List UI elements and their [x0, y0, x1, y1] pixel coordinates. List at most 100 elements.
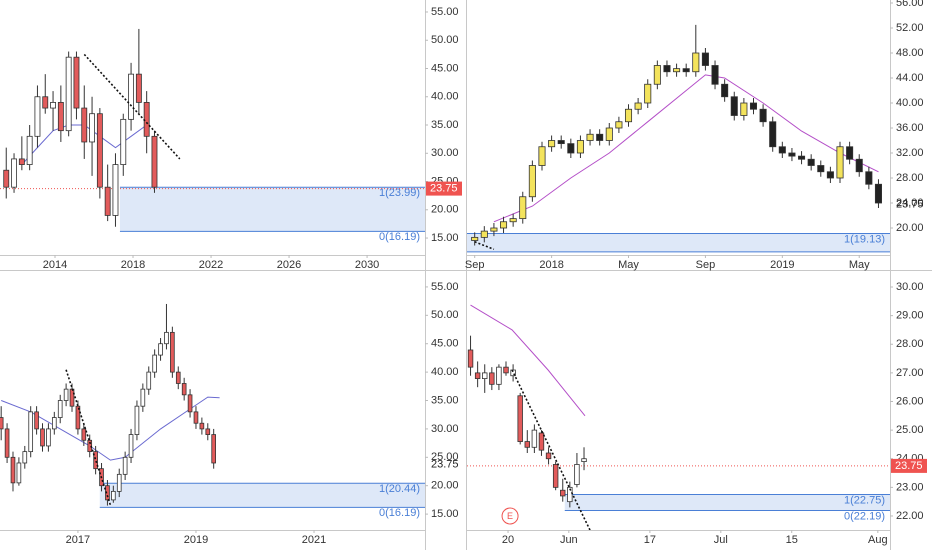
price-tag [891, 458, 927, 473]
candle-body [682, 68, 690, 73]
y-tick-label: 32.00 [896, 147, 924, 159]
candle-body [120, 118, 127, 165]
candle-body [96, 113, 103, 188]
price-tag [426, 181, 462, 196]
candle-body [576, 140, 584, 154]
candle-body [574, 464, 580, 485]
candle-body [517, 395, 523, 442]
candle-body [615, 121, 623, 129]
event-label: E [507, 511, 513, 521]
candle-body [503, 366, 509, 374]
candle-body [151, 135, 158, 188]
candle-body [187, 394, 193, 413]
pane: 1(20.44) 0(16.19) [0, 303, 425, 519]
candle-body [826, 171, 834, 179]
candle-body [152, 354, 157, 373]
candle-body [69, 388, 75, 407]
candle-body [721, 83, 729, 98]
candle-body [205, 428, 211, 435]
x-tick-label: 17 [644, 534, 656, 546]
candle-body [798, 155, 806, 160]
event-marker [501, 507, 519, 525]
candle-body [480, 230, 488, 238]
y-tick-label: 20.00 [896, 222, 924, 234]
x-tick-label: 2022 [199, 259, 223, 271]
candle-body [846, 146, 854, 160]
candle-body [63, 388, 69, 401]
x-tick-label: Sep [696, 259, 716, 271]
candle-body [193, 411, 199, 424]
x-tick-label: 2017 [66, 534, 90, 546]
fib-label: 0(16.19) [379, 507, 420, 519]
candle-body [482, 372, 488, 380]
candle-body [211, 434, 216, 464]
trendline [83, 53, 181, 160]
candle-body [490, 227, 498, 232]
candle-body [653, 65, 661, 85]
candle-body [865, 171, 873, 185]
y-tick-label: 55.00 [431, 281, 459, 293]
candle-body [500, 221, 508, 229]
candle-body [112, 164, 119, 216]
candle-body [128, 434, 134, 458]
trendline [474, 241, 495, 251]
candle-body [692, 52, 700, 73]
y-tick-label: 35.00 [431, 394, 459, 406]
candle-body [104, 186, 111, 216]
y-tick-label: 15.00 [431, 232, 459, 244]
candle-body [581, 458, 587, 462]
x-tick-label: 2014 [43, 259, 67, 271]
candle-body [788, 152, 796, 157]
moving-average [1, 396, 220, 461]
candle-body [730, 96, 738, 116]
candle-body [181, 383, 187, 396]
candle-body [170, 331, 175, 373]
candle-body [552, 464, 559, 488]
x-tick-label: 2026 [277, 259, 301, 271]
candle-body [524, 441, 530, 448]
fib-zone [119, 187, 425, 232]
candle-body [701, 52, 709, 66]
candle-body [50, 102, 56, 109]
candle-body [199, 422, 205, 430]
candle-body [740, 102, 748, 116]
candle-body [57, 400, 63, 418]
y-tick-label: 15.00 [431, 508, 459, 520]
x-tick-label: Jun [560, 534, 578, 546]
x-tick-label: Sep [465, 259, 485, 271]
y-tick-label: 50.00 [431, 309, 459, 321]
fib-label: 0(22.19) [844, 510, 885, 522]
y-tick-label: 40.00 [896, 97, 924, 109]
candle-body [759, 108, 767, 123]
y-tick-label: 20.00 [431, 480, 459, 492]
pane: 1(19.13) [467, 24, 890, 253]
candle-body [93, 451, 98, 470]
candle-body [874, 183, 882, 204]
y-tick-label: 35.00 [431, 119, 459, 131]
x-tick-label: 15 [786, 534, 798, 546]
candle-body [11, 158, 17, 188]
x-tick-label: 2019 [184, 534, 208, 546]
x-tick-label: 20 [502, 534, 514, 546]
moving-average [470, 304, 586, 417]
candle-body [73, 56, 80, 109]
candle-body [509, 218, 517, 223]
candle-body [57, 102, 64, 132]
candle-body [836, 146, 844, 179]
y-tick-label: 48.00 [896, 47, 924, 59]
price-tag-label: 23.75 [896, 198, 924, 210]
candle-body [46, 428, 51, 447]
candle-body [122, 456, 128, 475]
candle-body [644, 83, 652, 104]
candle-body [855, 158, 863, 173]
x-tick-label: 2018 [121, 259, 145, 271]
candle-body [40, 428, 45, 447]
candle-body [28, 411, 34, 453]
candle-body [10, 456, 16, 484]
candle-body [474, 372, 481, 380]
candle-body [769, 121, 777, 148]
fib-label: 1(20.44) [379, 483, 420, 495]
y-tick-label: 52.00 [896, 22, 924, 34]
candle-body [175, 371, 181, 384]
